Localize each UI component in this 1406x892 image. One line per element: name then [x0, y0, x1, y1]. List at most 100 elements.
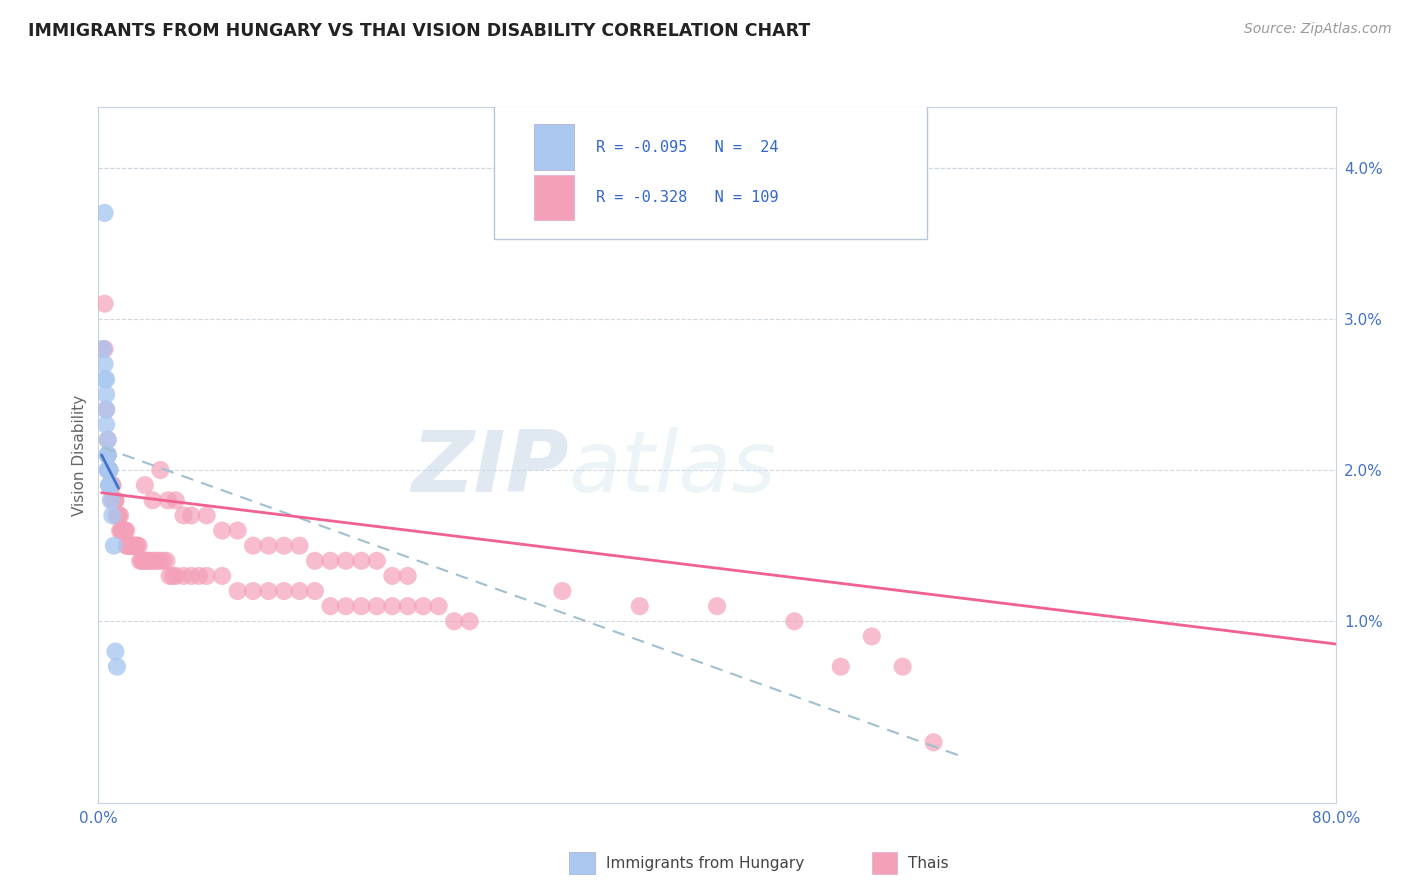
Point	[117, 539, 139, 553]
Point	[304, 554, 326, 568]
Point	[93, 296, 115, 310]
Point	[172, 569, 194, 583]
Point	[112, 524, 135, 538]
Point	[226, 524, 249, 538]
Text: atlas: atlas	[568, 427, 776, 510]
Point	[96, 402, 118, 417]
Text: Thais: Thais	[908, 856, 949, 871]
Point	[98, 478, 121, 492]
Text: ZIP: ZIP	[411, 427, 568, 510]
Point	[628, 599, 651, 614]
Point	[127, 539, 149, 553]
Point	[319, 554, 342, 568]
Point	[107, 508, 129, 523]
Point	[141, 493, 165, 508]
Point	[143, 554, 166, 568]
Point	[396, 599, 419, 614]
Point	[149, 463, 172, 477]
Point	[335, 599, 357, 614]
Point	[121, 539, 143, 553]
Point	[157, 493, 180, 508]
Point	[103, 493, 125, 508]
Point	[443, 615, 465, 629]
Point	[98, 478, 121, 492]
Point	[366, 599, 388, 614]
Point	[226, 584, 249, 599]
Point	[288, 584, 311, 599]
Point	[412, 599, 434, 614]
Text: IMMIGRANTS FROM HUNGARY VS THAI VISION DISABILITY CORRELATION CHART: IMMIGRANTS FROM HUNGARY VS THAI VISION D…	[28, 22, 810, 40]
Point	[159, 569, 181, 583]
Point	[115, 524, 138, 538]
Point	[105, 508, 128, 523]
Point	[118, 539, 141, 553]
Point	[100, 493, 122, 508]
Point	[100, 478, 122, 492]
Y-axis label: Vision Disability: Vision Disability	[72, 394, 87, 516]
Point	[97, 433, 120, 447]
Point	[97, 448, 120, 462]
Point	[551, 584, 574, 599]
Point	[162, 569, 184, 583]
Point	[830, 659, 852, 673]
Point	[97, 448, 120, 462]
Point	[891, 659, 914, 673]
Point	[93, 372, 115, 386]
Point	[180, 508, 202, 523]
Point	[381, 569, 404, 583]
Point	[97, 463, 120, 477]
Point	[98, 463, 121, 477]
Point	[105, 508, 128, 523]
Point	[98, 463, 121, 477]
Point	[101, 478, 124, 492]
Point	[93, 206, 115, 220]
Point	[134, 554, 156, 568]
Point	[114, 524, 136, 538]
Point	[146, 554, 169, 568]
Point	[427, 599, 450, 614]
Point	[114, 524, 136, 538]
Point	[136, 554, 159, 568]
Point	[134, 478, 156, 492]
Point	[103, 493, 125, 508]
Point	[103, 539, 125, 553]
Point	[98, 463, 121, 477]
Point	[211, 569, 233, 583]
Point	[101, 478, 124, 492]
Point	[152, 554, 174, 568]
Point	[242, 584, 264, 599]
Text: Immigrants from Hungary: Immigrants from Hungary	[606, 856, 804, 871]
Point	[706, 599, 728, 614]
Point	[350, 554, 373, 568]
Point	[132, 554, 155, 568]
Point	[96, 402, 118, 417]
Point	[165, 569, 187, 583]
Point	[335, 554, 357, 568]
Text: R = -0.095   N =  24: R = -0.095 N = 24	[596, 139, 779, 154]
Point	[366, 554, 388, 568]
Text: Source: ZipAtlas.com: Source: ZipAtlas.com	[1244, 22, 1392, 37]
Point	[165, 493, 187, 508]
Point	[922, 735, 945, 749]
Point	[108, 524, 131, 538]
Point	[104, 493, 127, 508]
Point	[155, 554, 177, 568]
Point	[93, 357, 115, 371]
Point	[103, 493, 125, 508]
Point	[195, 508, 218, 523]
Point	[350, 599, 373, 614]
Point	[124, 539, 146, 553]
Point	[101, 508, 124, 523]
Point	[396, 569, 419, 583]
Point	[273, 584, 295, 599]
Point	[100, 478, 122, 492]
Point	[860, 629, 883, 643]
Point	[96, 387, 118, 401]
Point	[118, 539, 141, 553]
Point	[149, 554, 172, 568]
Point	[100, 478, 122, 492]
Point	[141, 554, 165, 568]
Point	[135, 554, 157, 568]
Point	[211, 524, 233, 538]
Point	[273, 539, 295, 553]
